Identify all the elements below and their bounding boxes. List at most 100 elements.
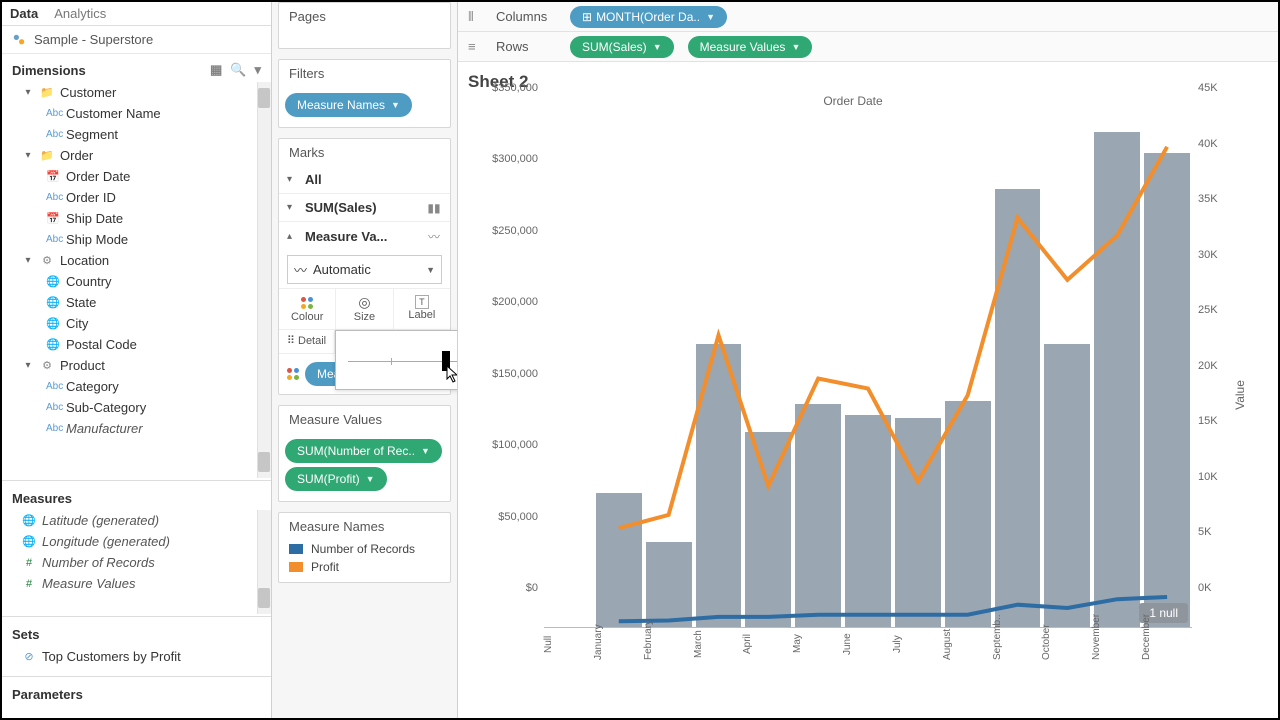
mark-type-value: Automatic bbox=[313, 262, 371, 277]
sheet-title[interactable]: Sheet 2 bbox=[468, 72, 1264, 92]
detail-icon: ⠿ bbox=[287, 335, 295, 347]
datasource-row[interactable]: Sample - Superstore bbox=[2, 26, 271, 54]
mark-label-button[interactable]: T Label bbox=[394, 289, 450, 329]
x-axis-title: Order Date bbox=[528, 94, 1178, 108]
scrollbar-thumb[interactable] bbox=[258, 88, 270, 108]
y-right-tick: 25K bbox=[1198, 304, 1218, 316]
x-tick: January bbox=[594, 628, 644, 664]
x-tick: Septemb.. bbox=[993, 628, 1043, 664]
tree-field[interactable]: 📅Order Date bbox=[2, 166, 271, 187]
tree-field[interactable]: 🌐State bbox=[2, 292, 271, 313]
tree-field[interactable]: AbcSegment bbox=[2, 124, 271, 145]
tree-field[interactable]: 🌐City bbox=[2, 313, 271, 334]
measure-value-pill[interactable]: SUM(Profit)▼ bbox=[285, 467, 387, 491]
rows-icon: ≡ bbox=[468, 39, 482, 54]
legend-item[interactable]: Number of Records bbox=[279, 540, 450, 558]
size-slider-handle[interactable] bbox=[442, 351, 450, 371]
mark-type-dropdown[interactable]: 〰 Automatic ▼ bbox=[287, 255, 442, 284]
x-tick: October bbox=[1042, 628, 1092, 664]
filters-label: Filters bbox=[279, 60, 450, 87]
filters-card[interactable]: Filters Measure Names▼ bbox=[278, 59, 451, 128]
tree-field[interactable]: 🌐Country bbox=[2, 271, 271, 292]
tree-field[interactable]: 🌐Postal Code bbox=[2, 334, 271, 355]
cards-pane: Pages Filters Measure Names▼ Marks ▾All▾… bbox=[272, 2, 458, 718]
mark-detail-button[interactable]: ⠿ Detail bbox=[279, 330, 335, 353]
scrollbar-thumb[interactable] bbox=[258, 452, 270, 472]
measure-names-label: Measure Names bbox=[279, 513, 450, 540]
y-left-tick: $100,000 bbox=[492, 439, 538, 451]
tree-field[interactable]: AbcCustomer Name bbox=[2, 103, 271, 124]
rows-pill-measure-values[interactable]: Measure Values▼ bbox=[688, 36, 813, 58]
tree-field[interactable]: AbcCategory bbox=[2, 376, 271, 397]
measure-value-pill[interactable]: SUM(Number of Rec..▼ bbox=[285, 439, 442, 463]
tree-group[interactable]: ▾📁Customer bbox=[2, 82, 271, 103]
rows-label: Rows bbox=[496, 39, 556, 54]
filter-pill-measure-names[interactable]: Measure Names▼ bbox=[285, 93, 412, 117]
x-tick: February bbox=[644, 628, 694, 664]
x-tick: December bbox=[1142, 628, 1192, 664]
y-left-tick: $250,000 bbox=[492, 225, 538, 237]
measure-values-card[interactable]: Measure Values SUM(Number of Rec..▼ SUM(P… bbox=[278, 405, 451, 502]
chart[interactable]: $0$50,000$100,000$150,000$200,000$250,00… bbox=[478, 108, 1238, 668]
size-slider-popup[interactable] bbox=[335, 330, 458, 390]
pages-card[interactable]: Pages bbox=[278, 2, 451, 49]
x-tick: April bbox=[743, 628, 793, 664]
measure-names-legend[interactable]: Measure Names Number of RecordsProfit bbox=[278, 512, 451, 583]
viz-pane: ⦀ Columns ⊞MONTH(Order Da..▼ ≡ Rows SUM(… bbox=[458, 2, 1278, 718]
measure-values-label: Measure Values bbox=[279, 406, 450, 433]
rows-shelf[interactable]: ≡ Rows SUM(Sales)▼ Measure Values▼ bbox=[458, 32, 1278, 62]
tree-group[interactable]: ▾📁Order bbox=[2, 145, 271, 166]
tree-field[interactable]: #Number of Records bbox=[2, 552, 271, 573]
rows-pill-sales[interactable]: SUM(Sales)▼ bbox=[570, 36, 674, 58]
mark-color-button[interactable]: Colour bbox=[279, 289, 336, 329]
line-number-of-records[interactable] bbox=[619, 597, 1167, 621]
view-as-icon[interactable]: ▦ bbox=[210, 62, 222, 78]
tree-field[interactable]: AbcSub-Category bbox=[2, 397, 271, 418]
y-left-tick: $0 bbox=[526, 582, 538, 594]
search-icon[interactable]: 🔍 bbox=[230, 62, 246, 78]
menu-caret-icon[interactable]: ▾ bbox=[254, 62, 261, 78]
marks-layer-row[interactable]: ▾SUM(Sales)▮▮ bbox=[279, 193, 450, 221]
mark-size-button[interactable]: ◎ Size bbox=[336, 289, 393, 329]
scrollbar-thumb[interactable] bbox=[258, 588, 270, 608]
sets-tree[interactable]: ⊘Top Customers by Profit bbox=[2, 646, 271, 674]
dimensions-header: Dimensions bbox=[12, 63, 86, 78]
parameters-header: Parameters bbox=[12, 687, 83, 702]
y-left-tick: $150,000 bbox=[492, 368, 538, 380]
tree-field[interactable]: ⊘Top Customers by Profit bbox=[2, 646, 271, 667]
legend-item[interactable]: Profit bbox=[279, 558, 450, 576]
columns-shelf[interactable]: ⦀ Columns ⊞MONTH(Order Da..▼ bbox=[458, 2, 1278, 32]
y-right-tick: 30K bbox=[1198, 249, 1218, 261]
dimensions-tree[interactable]: ▾📁CustomerAbcCustomer NameAbcSegment▾📁Or… bbox=[2, 82, 271, 478]
marks-layer-row[interactable]: ▾All bbox=[279, 166, 450, 193]
tree-field[interactable]: 🌐Latitude (generated) bbox=[2, 510, 271, 531]
measures-tree[interactable]: 🌐Latitude (generated)🌐Longitude (generat… bbox=[2, 510, 271, 614]
columns-icon: ⦀ bbox=[468, 9, 482, 25]
tab-analytics[interactable]: Analytics bbox=[54, 6, 106, 21]
tree-field[interactable]: 🌐Longitude (generated) bbox=[2, 531, 271, 552]
x-tick: November bbox=[1092, 628, 1142, 664]
datasource-icon bbox=[12, 33, 26, 47]
size-icon: ◎ bbox=[336, 293, 392, 311]
x-tick: July bbox=[893, 628, 943, 664]
tree-field[interactable]: AbcManufacturer bbox=[2, 418, 271, 439]
y-right-tick: 15K bbox=[1198, 415, 1218, 427]
marks-layer-row[interactable]: ▴Measure Va...〰 bbox=[279, 221, 450, 251]
tree-field[interactable]: 📅Ship Date bbox=[2, 208, 271, 229]
x-tick: May bbox=[793, 628, 843, 664]
line-profit[interactable] bbox=[619, 147, 1167, 528]
line-icon: 〰 bbox=[294, 260, 307, 279]
y-right-tick: 0K bbox=[1198, 582, 1211, 594]
tree-field[interactable]: #Measure Values bbox=[2, 573, 271, 594]
tree-field[interactable]: AbcOrder ID bbox=[2, 187, 271, 208]
right-axis-title: Value bbox=[1233, 380, 1247, 410]
sets-header: Sets bbox=[12, 627, 39, 642]
tree-field[interactable]: AbcShip Mode bbox=[2, 229, 271, 250]
datasource-name: Sample - Superstore bbox=[34, 32, 153, 47]
measures-header: Measures bbox=[12, 491, 72, 506]
tab-data[interactable]: Data bbox=[10, 6, 38, 21]
tree-group[interactable]: ▾⚙Product bbox=[2, 355, 271, 376]
tree-group[interactable]: ▾⚙Location bbox=[2, 250, 271, 271]
x-tick: August bbox=[943, 628, 993, 664]
columns-pill[interactable]: ⊞MONTH(Order Da..▼ bbox=[570, 6, 727, 28]
